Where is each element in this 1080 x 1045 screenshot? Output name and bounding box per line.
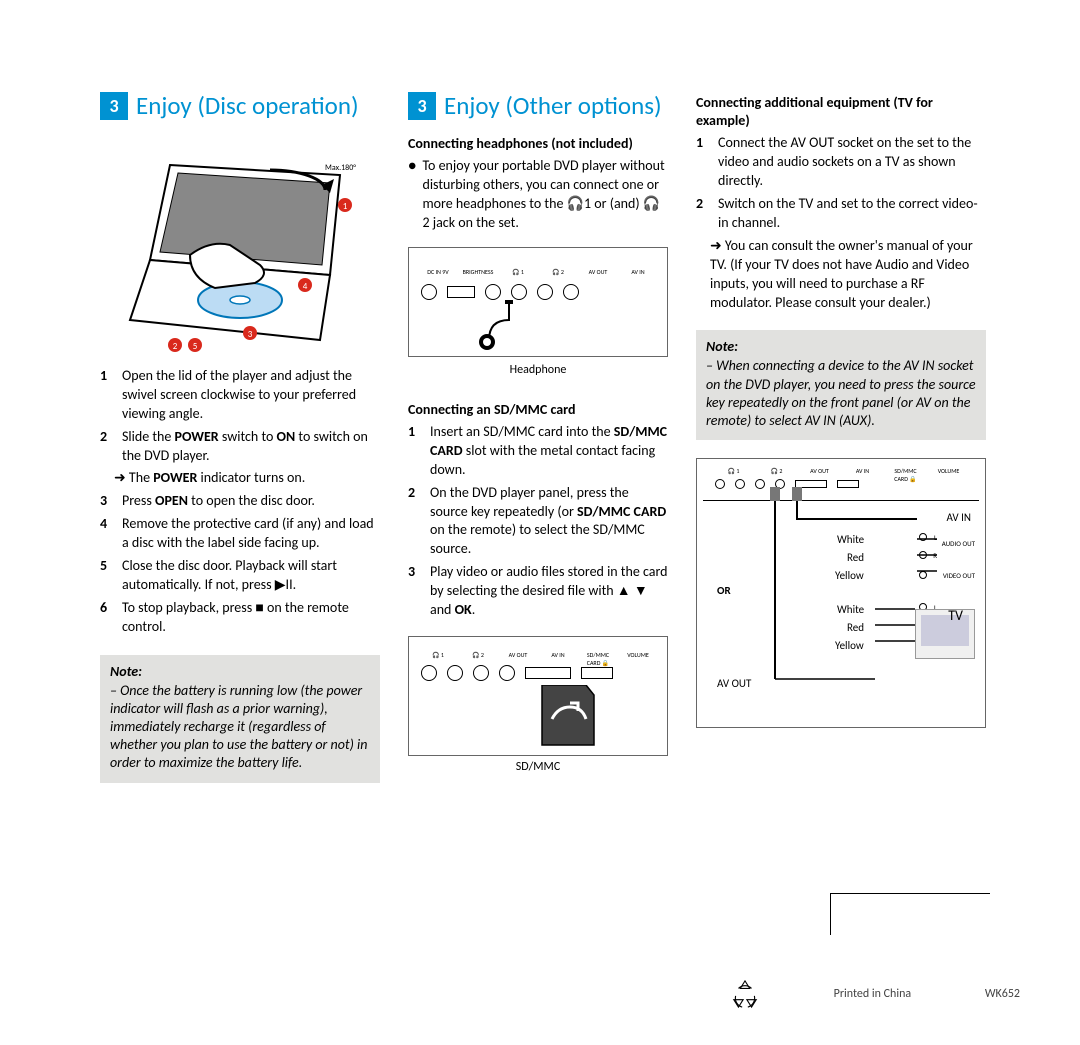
sdmmc-label: SD/MMC (408, 760, 668, 774)
note-box: Note: – Once the battery is running low … (100, 655, 380, 783)
step: 2Slide the POWER switch to ON to switch … (100, 428, 380, 466)
step: 3Press OPEN to open the disc door. (100, 492, 380, 511)
subheading-headphones: Connecting headphones (not included) (408, 135, 668, 153)
disc-steps-list: 1Open the lid of the player and adjust t… (100, 367, 380, 637)
headphone-icon (479, 300, 599, 355)
step: 1Insert an SD/MMC card into the SD/MMC C… (408, 423, 668, 480)
section-title: Enjoy (Other options) (444, 90, 662, 121)
column-disc-operation: 3 Enjoy (Disc operation) (100, 90, 380, 783)
printed-in: Printed in China (834, 987, 912, 1001)
svg-text:2: 2 (173, 341, 178, 352)
manual-page: 3 Enjoy (Disc operation) (0, 0, 1080, 813)
column-other-options: 3 Enjoy (Other options) Connecting headp… (408, 90, 668, 783)
note-box: Note: – When connecting a device to the … (696, 330, 986, 440)
note-body: – Once the battery is running low (the p… (110, 682, 370, 773)
section-title: Enjoy (Disc operation) (136, 90, 359, 121)
product-code: WK652 (985, 987, 1020, 1001)
headphone-label: Headphone (408, 363, 668, 377)
step: 6To stop playback, press ■ on the remote… (100, 599, 380, 637)
step: 2On the DVD player panel, press the sour… (408, 484, 668, 560)
bullet-row: ● To enjoy your portable DVD player with… (408, 157, 668, 233)
substep: ➜ The POWER indicator turns on. (100, 469, 380, 488)
tv-steps-list: 1Connect the AV OUT socket on the set to… (696, 134, 986, 312)
recycle-icon (730, 979, 760, 1009)
step: 5Close the disc door. Playback will star… (100, 557, 380, 595)
step: 3Play video or audio files stored in the… (408, 563, 668, 620)
max-angle-label: Max.180° (325, 163, 356, 173)
svg-text:3: 3 (248, 329, 253, 340)
section-badge: 3 (100, 92, 128, 120)
step: 1Connect the AV OUT socket on the set to… (696, 134, 986, 191)
sd-card-icon (534, 685, 604, 755)
rear-panel-illustration: DC IN 9VBRIGHTNESS 🎧 1🎧 2 AV OUTAV IN (408, 247, 668, 357)
dvd-player-illustration: Max.180° 1 4 2 5 3 (100, 135, 380, 355)
note-title: Note: (706, 338, 976, 355)
step: 1Open the lid of the player and adjust t… (100, 367, 380, 424)
sd-steps-list: 1Insert an SD/MMC card into the SD/MMC C… (408, 423, 668, 620)
svg-text:4: 4 (303, 281, 308, 292)
subheading-sdmmc: Connecting an SD/MMC card (408, 401, 668, 419)
step: 4Remove the protective card (if any) and… (100, 515, 380, 553)
section-badge: 3 (408, 92, 436, 120)
footer: Printed in China WK652 (730, 979, 1020, 1009)
note-title: Note: (110, 663, 370, 680)
section-heading: 3 Enjoy (Other options) (408, 90, 668, 121)
substep: ➜ You can consult the owner's manual of … (696, 237, 986, 313)
section-heading: 3 Enjoy (Disc operation) (100, 90, 380, 121)
column-additional-equipment: Connecting additional equipment (TV for … (696, 90, 986, 783)
body-text: To enjoy your portable DVD player withou… (422, 157, 668, 233)
barcode-region (830, 893, 990, 935)
subheading-tv: Connecting additional equipment (TV for … (696, 94, 986, 130)
step: 2Switch on the TV and set to the correct… (696, 195, 986, 233)
svg-text:1: 1 (343, 201, 348, 212)
svg-text:5: 5 (193, 341, 198, 352)
note-body: – When connecting a device to the AV IN … (706, 357, 976, 430)
av-connection-illustration: 🎧 1🎧 2 AV OUTAV IN SD/MMC CARD 🔒VOLUME (696, 458, 986, 728)
tv-icon (915, 609, 975, 659)
sd-panel-illustration: 🎧 1🎧 2 AV OUTAV IN SD/MMC CARD 🔒VOLUME (408, 636, 668, 756)
